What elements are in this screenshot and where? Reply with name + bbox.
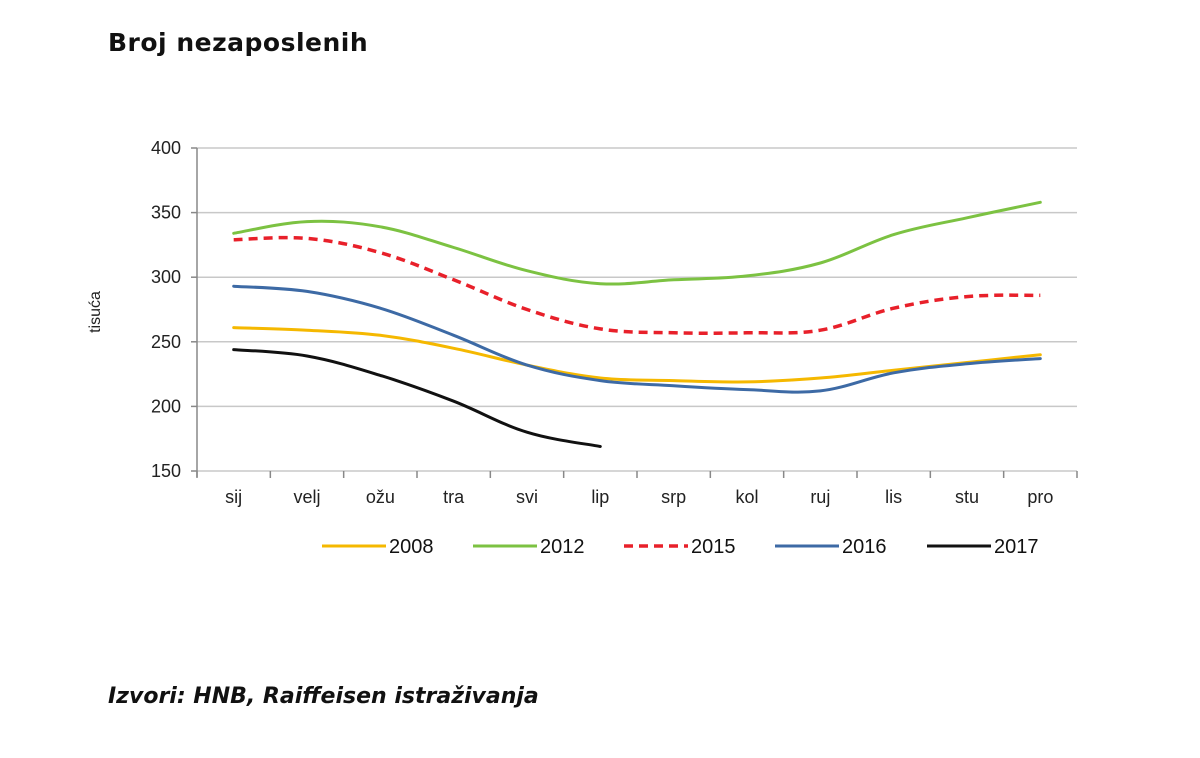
series-line-2017 xyxy=(232,348,602,448)
chart-title: Broj nezaposlenih xyxy=(108,28,369,57)
y-tick-label: 300 xyxy=(151,267,181,287)
series-line-2016 xyxy=(232,284,1042,394)
legend: 2008 2012 2015 2016 2017 xyxy=(322,536,1039,558)
x-tick-label-tra: tra xyxy=(443,487,465,507)
x-tick-label-ožu: ožu xyxy=(366,487,395,507)
legend-label-2012: 2012 xyxy=(540,536,585,558)
x-tick-label-pro: pro xyxy=(1027,487,1053,507)
x-tick-label-lis: lis xyxy=(885,487,902,507)
y-tick-label: 350 xyxy=(151,203,181,223)
x-tick-label-lip: lip xyxy=(591,487,609,507)
source-note: Izvori: HNB, Raiffeisen istraživanja xyxy=(108,684,539,709)
legend-label-2017: 2017 xyxy=(994,536,1039,558)
gridlines xyxy=(197,147,1077,472)
x-tick-label-sij: sij xyxy=(225,487,242,507)
y-axis-label: tisuća xyxy=(87,291,104,333)
legend-label-2008: 2008 xyxy=(389,536,434,558)
y-tick-label: 250 xyxy=(151,332,181,352)
y-axis: 150 200 250 300 350 400 xyxy=(151,138,198,481)
x-axis: sij velj ožu tra svi lip srp kol ruj lis stu pro xyxy=(196,471,1078,507)
series-lines xyxy=(232,200,1042,448)
series-line-2015 xyxy=(233,235,1041,335)
x-tick-label-svi: svi xyxy=(516,487,538,507)
y-tick-label: 400 xyxy=(151,138,181,158)
x-tick-label-velj: velj xyxy=(293,487,320,507)
y-tick-label: 200 xyxy=(151,396,181,416)
y-tick-label: 150 xyxy=(151,461,181,481)
x-tick-label-ruj: ruj xyxy=(810,487,830,507)
legend-label-2015: 2015 xyxy=(691,536,736,558)
x-tick-label-srp: srp xyxy=(661,487,686,507)
x-tick-label-kol: kol xyxy=(735,487,758,507)
series-line-2012 xyxy=(232,200,1042,286)
series-line-2008 xyxy=(232,326,1042,384)
x-tick-label-stu: stu xyxy=(955,487,979,507)
legend-label-2016: 2016 xyxy=(842,536,887,558)
